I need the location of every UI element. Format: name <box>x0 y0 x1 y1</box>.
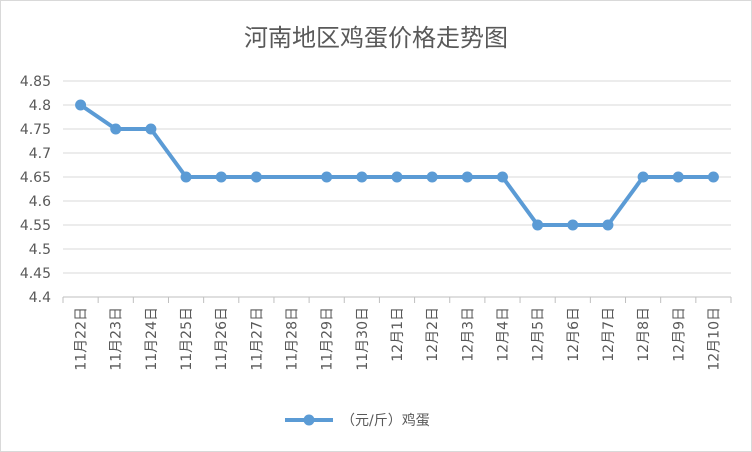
y-tick-label: 4.8 <box>29 98 51 114</box>
data-point-marker[interactable] <box>145 123 157 135</box>
data-point-marker[interactable] <box>637 171 649 183</box>
y-tick-label: 4.75 <box>20 122 51 138</box>
x-tick-label: 12月6日 <box>566 307 582 362</box>
series-line-segment <box>500 175 540 227</box>
legend[interactable]: （元/斤）鸡蛋 <box>285 412 430 429</box>
x-tick-label: 12月8日 <box>636 307 652 362</box>
y-tick-label: 4.7 <box>29 146 51 162</box>
data-point-marker[interactable] <box>110 123 122 135</box>
chart-title: 河南地区鸡蛋价格走势图 <box>244 24 508 52</box>
series-markers <box>75 99 719 231</box>
series-line-segment <box>605 175 646 227</box>
y-tick-label: 4.5 <box>29 242 51 258</box>
x-axis: 11月22日 11月23日 11月24日 11月25日 11月26日 11月27日 11月2… <box>62 296 732 371</box>
y-tick-label: 4.55 <box>20 218 51 234</box>
data-point-marker[interactable] <box>180 171 192 183</box>
y-tick-label: 4.6 <box>29 194 51 210</box>
x-tick-label: 11月29日 <box>320 307 336 371</box>
x-tick-label: 12月9日 <box>671 307 687 362</box>
series-lines <box>78 103 716 227</box>
data-point-marker[interactable] <box>215 171 227 183</box>
x-tick-label: 11月24日 <box>144 307 160 371</box>
data-point-marker[interactable] <box>461 171 473 183</box>
x-tick-label: 12月3日 <box>460 307 476 362</box>
y-tick-label: 4.85 <box>20 74 51 90</box>
x-tick-label: 11月25日 <box>179 307 195 371</box>
legend-label: （元/斤）鸡蛋 <box>341 412 430 429</box>
x-tick-label: 11月30日 <box>355 307 371 371</box>
data-point-marker[interactable] <box>250 171 262 183</box>
x-tick-label: 12月1日 <box>390 307 406 362</box>
data-point-marker[interactable] <box>672 171 684 183</box>
y-tick-label: 4.65 <box>20 170 51 186</box>
x-tick-label: 11月23日 <box>109 307 125 371</box>
y-tick-label: 4.4 <box>29 290 51 306</box>
x-tick-label: 11月26日 <box>214 307 230 371</box>
x-tick-label: 12月7日 <box>601 307 617 362</box>
data-point-marker[interactable] <box>321 171 333 183</box>
data-point-marker[interactable] <box>426 171 438 183</box>
data-point-marker[interactable] <box>707 171 719 183</box>
data-point-marker[interactable] <box>391 171 403 183</box>
data-point-marker[interactable] <box>356 171 368 183</box>
data-point-marker[interactable] <box>496 171 508 183</box>
y-axis-ticks: 4.4 4.45 4.5 4.55 4.6 4.65 4.7 4.75 4.8 4.85 <box>20 74 51 306</box>
y-tick-label: 4.45 <box>20 266 51 282</box>
data-point-marker[interactable] <box>567 219 579 231</box>
series-line-segment <box>78 103 118 131</box>
data-point-marker[interactable] <box>532 219 544 231</box>
x-tick-label: 11月22日 <box>74 307 90 371</box>
x-tick-label: 11月28日 <box>285 307 301 371</box>
x-tick-label: 12月10日 <box>706 307 722 371</box>
series-line-segment <box>148 127 189 179</box>
x-tick-label: 11月27日 <box>249 307 265 371</box>
x-tick-label: 12月2日 <box>425 307 441 362</box>
data-point-marker[interactable] <box>75 99 87 111</box>
x-tick-label: 12月5日 <box>531 307 547 362</box>
legend-marker-swatch <box>303 414 315 426</box>
data-point-marker[interactable] <box>602 219 614 231</box>
x-tick-label: 12月4日 <box>495 307 511 362</box>
